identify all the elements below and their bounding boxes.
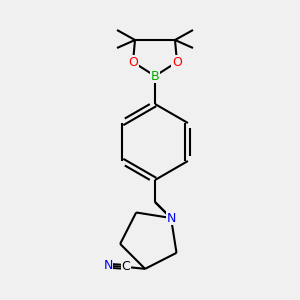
Text: N: N xyxy=(166,212,176,224)
Text: O: O xyxy=(172,56,182,68)
Text: O: O xyxy=(128,56,138,68)
Text: N: N xyxy=(103,259,113,272)
Text: B: B xyxy=(151,70,159,83)
Text: C: C xyxy=(122,260,130,273)
